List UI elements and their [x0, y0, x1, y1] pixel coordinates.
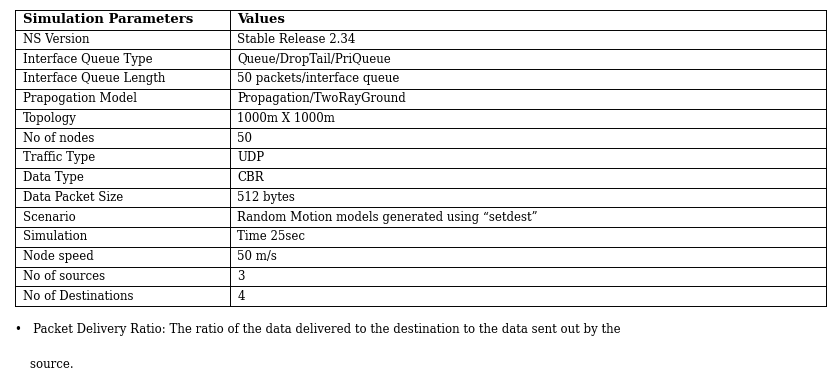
Text: Time 25sec: Time 25sec [237, 230, 305, 243]
Text: Scenario: Scenario [23, 211, 75, 224]
Text: Propagation/TwoRayGround: Propagation/TwoRayGround [237, 92, 406, 105]
Text: Data Type: Data Type [23, 171, 84, 184]
Text: Prapogation Model: Prapogation Model [23, 92, 136, 105]
Text: No of nodes: No of nodes [23, 132, 94, 145]
Text: Values: Values [237, 13, 285, 26]
Text: CBR: CBR [237, 171, 264, 184]
Text: Data Packet Size: Data Packet Size [23, 191, 123, 204]
Text: 512 bytes: 512 bytes [237, 191, 295, 204]
Text: Simulation: Simulation [23, 230, 87, 243]
Text: NS Version: NS Version [23, 33, 89, 46]
Text: No of Destinations: No of Destinations [23, 290, 133, 303]
Text: 50 packets/interface queue: 50 packets/interface queue [237, 73, 400, 85]
Text: Traffic Type: Traffic Type [23, 151, 94, 165]
Text: UDP: UDP [237, 151, 264, 165]
Text: 3: 3 [237, 270, 245, 283]
Text: source.: source. [15, 358, 74, 371]
Text: 50 m/s: 50 m/s [237, 250, 278, 263]
Text: 1000m X 1000m: 1000m X 1000m [237, 112, 335, 125]
Text: 50: 50 [237, 132, 252, 145]
Text: Queue/DropTail/PriQueue: Queue/DropTail/PriQueue [237, 53, 391, 66]
Text: Simulation Parameters: Simulation Parameters [23, 13, 193, 26]
Text: Random Motion models generated using “setdest”: Random Motion models generated using “se… [237, 211, 538, 224]
Text: Interface Queue Length: Interface Queue Length [23, 73, 165, 85]
Text: •   Packet Delivery Ratio: The ratio of the data delivered to the destination to: • Packet Delivery Ratio: The ratio of th… [15, 323, 620, 336]
Text: Interface Queue Type: Interface Queue Type [23, 53, 152, 66]
Text: Stable Release 2.34: Stable Release 2.34 [237, 33, 356, 46]
Text: Node speed: Node speed [23, 250, 94, 263]
Text: No of sources: No of sources [23, 270, 104, 283]
Text: Topology: Topology [23, 112, 76, 125]
Text: 4: 4 [237, 290, 245, 303]
